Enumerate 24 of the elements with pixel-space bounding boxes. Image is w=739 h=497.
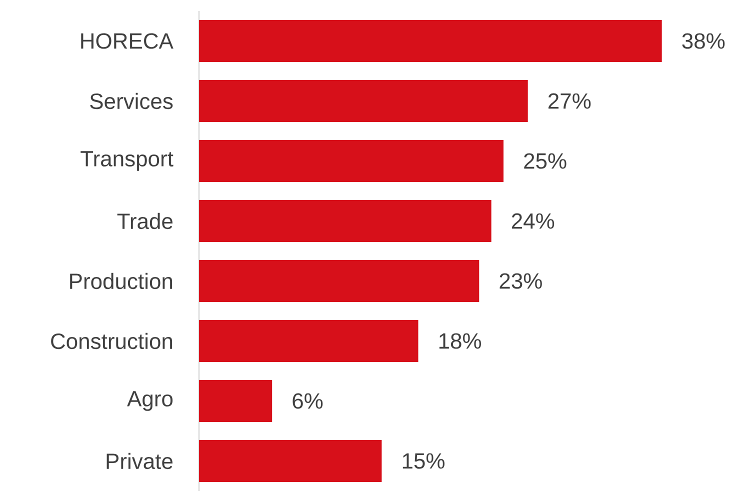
bar [199,440,382,482]
bar [199,20,662,62]
y-tick-label: Private [106,452,172,470]
bar [199,260,480,302]
y-tick-label: Agro [127,391,173,411]
y-tick-label: Trade [117,212,172,230]
y-tick-label: Production [70,272,172,290]
bar [199,80,528,122]
data-label: 23% [500,273,542,289]
data-label: 25% [524,153,566,169]
data-label: 15% [402,453,444,469]
bar [199,380,272,422]
data-label: 38% [682,33,725,49]
data-label: 24% [512,213,554,229]
data-label: 27% [548,93,591,109]
data-label: 6% [292,393,323,409]
y-tick-label: Services [90,92,173,110]
bar [199,200,492,242]
y-tick-label: Construction [51,332,172,350]
y-tick-label: HORECA [81,33,174,49]
bar [199,320,418,362]
data-label: 18% [439,333,482,349]
bar [199,140,504,182]
y-tick-label: Transport [80,151,174,171]
